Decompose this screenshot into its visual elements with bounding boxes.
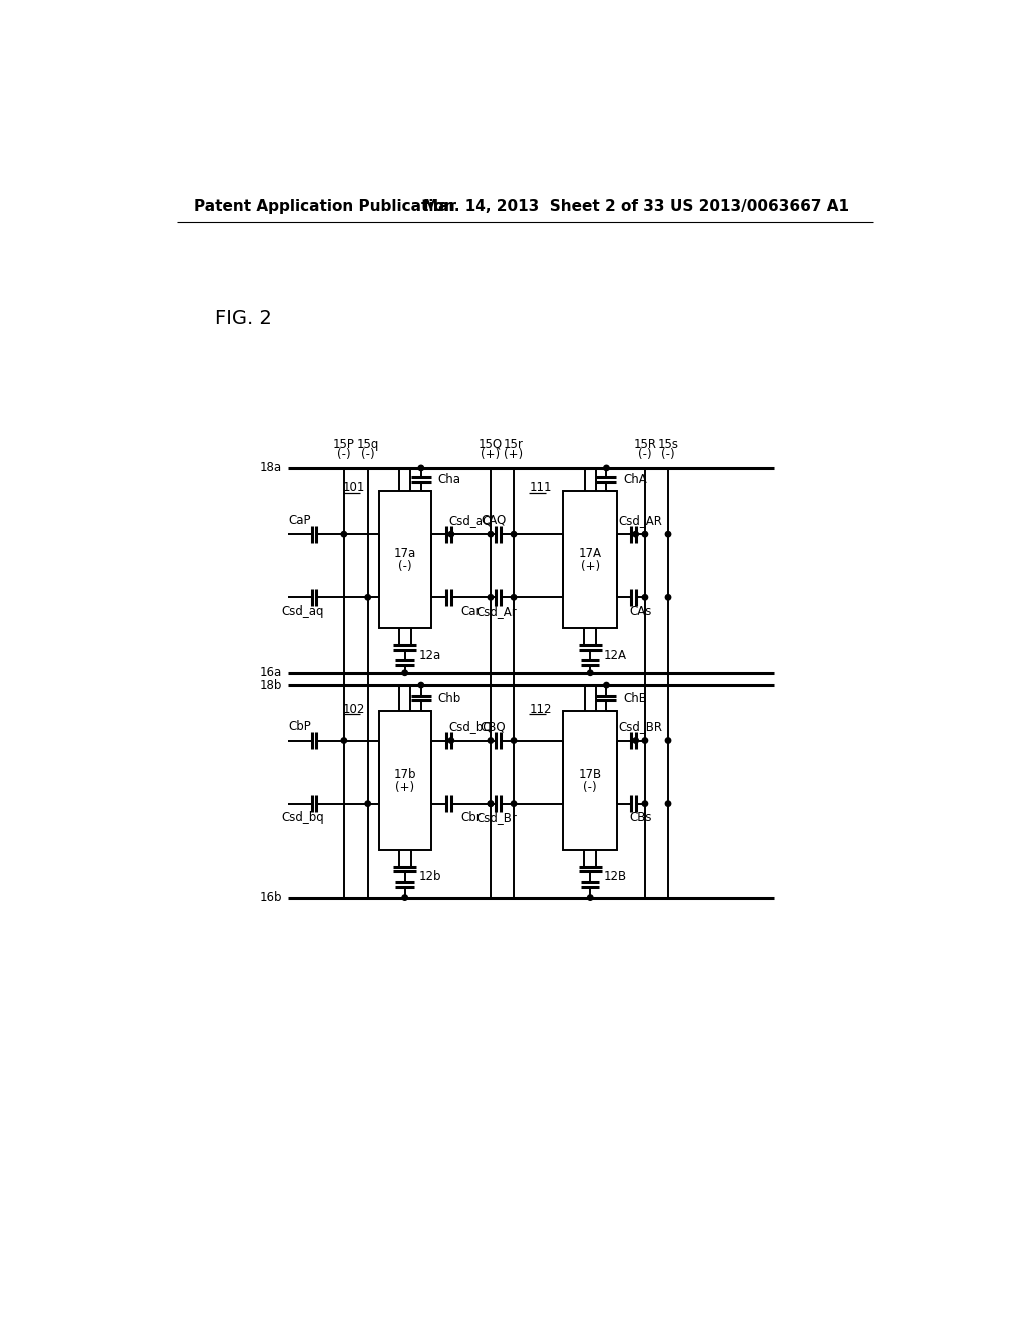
Text: 17b: 17b [393,768,416,781]
Text: Patent Application Publication: Patent Application Publication [194,198,455,214]
Text: 17B: 17B [579,768,602,781]
Circle shape [642,594,647,601]
Circle shape [402,671,408,676]
Text: CbP: CbP [289,721,311,733]
Circle shape [488,594,494,601]
Circle shape [449,738,454,743]
Circle shape [488,738,494,743]
Circle shape [341,738,346,743]
Text: Csd_bq: Csd_bq [282,810,325,824]
Text: 15R: 15R [634,437,656,450]
Text: (+): (+) [481,447,501,461]
Text: 18a: 18a [260,462,283,474]
Text: (-): (-) [662,447,675,461]
Bar [379,491,431,628]
Text: US 2013/0063667 A1: US 2013/0063667 A1 [670,198,849,214]
Circle shape [488,801,494,807]
Circle shape [418,682,424,688]
Text: (-): (-) [360,447,375,461]
Text: CBs: CBs [629,810,651,824]
Text: Csd_aQ: Csd_aQ [449,513,493,527]
Text: (+): (+) [581,560,600,573]
Bar [563,491,617,628]
Text: CAQ: CAQ [481,513,506,527]
Circle shape [511,801,517,807]
Circle shape [666,594,671,601]
Text: (-): (-) [398,560,412,573]
Text: (-): (-) [584,781,597,795]
Text: 16a: 16a [260,667,283,680]
Text: (+): (+) [505,447,523,461]
Circle shape [365,594,371,601]
Text: Mar. 14, 2013  Sheet 2 of 33: Mar. 14, 2013 Sheet 2 of 33 [423,198,665,214]
Bar [563,711,617,850]
Circle shape [604,682,609,688]
Circle shape [666,532,671,537]
Text: ChB: ChB [624,692,647,705]
Circle shape [666,738,671,743]
Circle shape [633,738,638,743]
Circle shape [642,801,647,807]
Circle shape [365,801,371,807]
Text: 12b: 12b [419,870,441,883]
Circle shape [511,532,517,537]
Text: 15P: 15P [333,437,354,450]
Text: 17a: 17a [393,546,416,560]
Text: 111: 111 [529,482,552,495]
Text: 15r: 15r [504,437,524,450]
Circle shape [642,738,647,743]
Circle shape [449,532,454,537]
Circle shape [588,671,593,676]
Text: CaP: CaP [289,513,311,527]
Text: 15s: 15s [657,437,679,450]
Circle shape [511,594,517,601]
Text: 102: 102 [343,704,366,717]
Text: CBQ: CBQ [481,721,507,733]
Text: Csd_bQ: Csd_bQ [449,721,494,733]
Text: (-): (-) [337,447,350,461]
Circle shape [666,801,671,807]
Text: Cbr: Cbr [461,810,481,824]
Text: (-): (-) [638,447,651,461]
Circle shape [642,532,647,537]
Circle shape [633,532,638,537]
Text: 112: 112 [529,704,552,717]
Text: Csd_aq: Csd_aq [282,605,325,618]
Circle shape [511,738,517,743]
Text: Csd_BR: Csd_BR [618,721,663,733]
Text: CAs: CAs [629,605,651,618]
Text: FIG. 2: FIG. 2 [215,309,272,329]
Text: Csd_Br: Csd_Br [476,810,517,824]
Bar [379,711,431,850]
Circle shape [418,465,424,471]
Circle shape [488,532,494,537]
Text: 101: 101 [343,482,366,495]
Text: (+): (+) [395,781,415,795]
Text: 12A: 12A [604,648,627,661]
Circle shape [604,465,609,471]
Text: 16b: 16b [260,891,283,904]
Circle shape [402,895,408,900]
Circle shape [488,801,494,807]
Circle shape [341,532,346,537]
Text: Csd_AR: Csd_AR [618,513,663,527]
Circle shape [588,895,593,900]
Text: ChA: ChA [624,473,647,486]
Text: 12a: 12a [419,648,440,661]
Text: 12B: 12B [604,870,628,883]
Text: Chb: Chb [438,692,461,705]
Text: Csd_Ar: Csd_Ar [476,605,517,618]
Text: 15Q: 15Q [479,437,503,450]
Text: 17A: 17A [579,546,602,560]
Text: Cha: Cha [438,473,461,486]
Text: Car: Car [461,605,481,618]
Text: 18b: 18b [260,678,283,692]
Text: 15q: 15q [356,437,379,450]
